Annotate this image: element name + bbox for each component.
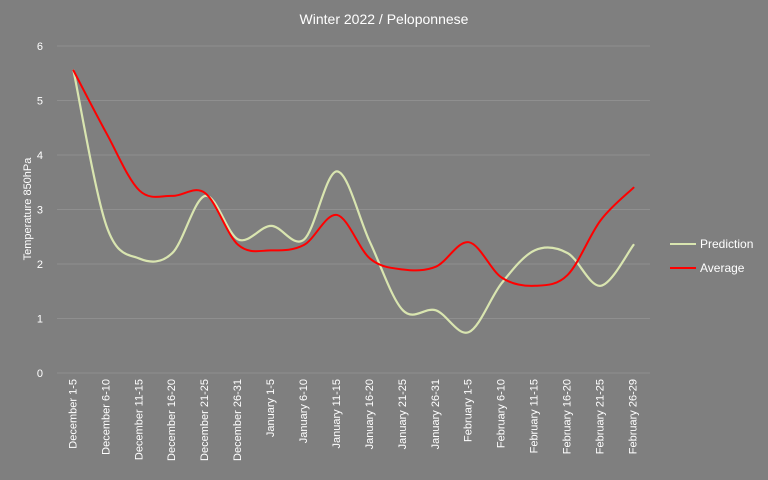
data-point-average [72,69,75,72]
x-tick-label: December 11-15 [133,379,145,460]
x-tick-label: February 1-5 [463,379,475,442]
x-tick-label: February 16-20 [562,379,574,454]
data-point-prediction [237,238,240,241]
x-tick-label: January 21-25 [397,379,409,449]
x-tick-label: December 1-5 [67,379,79,449]
data-point-average [237,243,240,246]
data-point-average [303,243,306,246]
data-point-prediction [303,238,306,241]
x-tick-label: January 26-31 [430,379,442,449]
data-point-average [533,284,536,287]
data-point-prediction [632,243,635,246]
y-tick-label: 1 [37,314,43,326]
y-tick-label: 5 [37,96,43,108]
y-tick-label: 0 [37,368,43,380]
x-axis-ticks: December 1-5 December 6-10 December 11-15 D… [67,379,639,461]
x-tick-label: February 6-10 [496,379,508,448]
data-point-prediction [599,284,602,287]
data-point-average [599,219,602,222]
data-point-average [500,276,503,279]
data-point-average [632,186,635,189]
x-tick-label: February 26-29 [627,379,639,454]
x-tick-label: January 11-15 [331,379,343,449]
data-point-prediction [336,170,339,173]
data-point-average [270,249,273,252]
data-point-average [401,268,404,271]
data-point-prediction [105,224,108,227]
y-tick-label: 3 [37,205,43,217]
data-point-average [336,213,339,216]
data-point-prediction [533,249,536,252]
data-point-average [467,241,470,244]
data-point-prediction [138,257,141,260]
y-axis-label: Temperature 850hPa [22,157,34,261]
legend-label-average: Average [700,261,745,275]
data-point-average [138,189,141,192]
data-point-prediction [171,252,174,255]
data-point-average [368,257,371,260]
x-tick-label: December 6-10 [100,379,112,455]
x-tick-label: January 6-10 [298,379,310,443]
data-point-prediction [566,252,569,255]
x-tick-label: December 26-31 [232,379,244,461]
data-point-prediction [368,241,371,244]
y-axis-ticks: 0 1 2 3 4 5 6 [37,41,43,380]
y-tick-label: 2 [37,259,43,271]
series-line-prediction [72,69,635,334]
y-tick-label: 6 [37,41,43,53]
data-point-prediction [270,224,273,227]
data-point-prediction [434,309,437,312]
legend-label-prediction: Prediction [700,237,753,251]
data-point-prediction [500,282,503,285]
data-point-average [566,273,569,276]
data-point-average [204,192,207,195]
x-tick-label: January 1-5 [265,379,277,437]
data-point-prediction [467,331,470,334]
series-lines [72,69,635,334]
y-tick-label: 4 [37,150,43,162]
data-point-average [434,265,437,268]
x-tick-label: February 11-15 [529,379,541,453]
data-point-average [105,132,108,135]
data-point-prediction [401,309,404,312]
x-tick-label: December 16-20 [166,379,178,461]
x-tick-label: February 21-25 [594,379,606,454]
chart-title: Winter 2022 / Peloponnese [300,11,469,27]
x-tick-label: December 21-25 [199,379,211,461]
series-line-average [72,69,635,287]
data-point-average [171,194,174,197]
x-tick-label: January 16-20 [364,379,376,449]
legend: Prediction Average [670,237,753,275]
grid [57,45,650,374]
